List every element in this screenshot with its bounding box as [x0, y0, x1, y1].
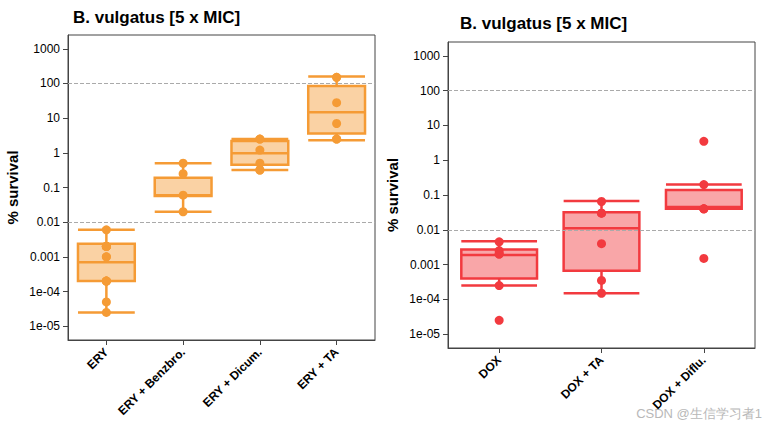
svg-text:% survival: % survival [384, 158, 401, 232]
svg-text:1e-05: 1e-05 [29, 319, 60, 333]
svg-text:1: 1 [433, 153, 440, 167]
svg-text:10: 10 [427, 118, 441, 132]
svg-text:DOX + TA: DOX + TA [558, 353, 607, 402]
svg-text:1e-04: 1e-04 [29, 285, 60, 299]
svg-text:% survival: % survival [4, 150, 21, 224]
svg-text:1e-04: 1e-04 [409, 292, 440, 306]
svg-text:100: 100 [420, 84, 440, 98]
svg-text:100: 100 [40, 76, 60, 90]
svg-text:1e-05: 1e-05 [409, 327, 440, 341]
svg-text:DOX: DOX [476, 353, 504, 381]
svg-text:B. vulgatus [5 x MIC]: B. vulgatus [5 x MIC] [73, 8, 240, 27]
svg-text:DOX + Diflu.: DOX + Diflu. [650, 353, 709, 412]
svg-text:1: 1 [53, 146, 60, 160]
svg-text:ERY + Benzbro.: ERY + Benzbro. [115, 345, 188, 418]
svg-text:10: 10 [47, 111, 61, 125]
svg-text:ERY + TA: ERY + TA [294, 345, 341, 392]
svg-text:0.01: 0.01 [417, 223, 441, 237]
svg-text:ERY + Dicum.: ERY + Dicum. [200, 345, 265, 410]
svg-text:0.1: 0.1 [43, 181, 60, 195]
svg-text:0.001: 0.001 [30, 250, 60, 264]
svg-text:1000: 1000 [413, 49, 440, 63]
svg-text:0.001: 0.001 [410, 258, 440, 272]
svg-text:ERY: ERY [84, 345, 111, 372]
svg-text:1000: 1000 [33, 42, 60, 56]
svg-text:B. vulgatus [5 x MIC]: B. vulgatus [5 x MIC] [460, 14, 627, 33]
svg-text:CSDN @生信学习者1: CSDN @生信学习者1 [636, 406, 762, 421]
svg-text:0.01: 0.01 [37, 215, 61, 229]
svg-text:0.1: 0.1 [423, 188, 440, 202]
